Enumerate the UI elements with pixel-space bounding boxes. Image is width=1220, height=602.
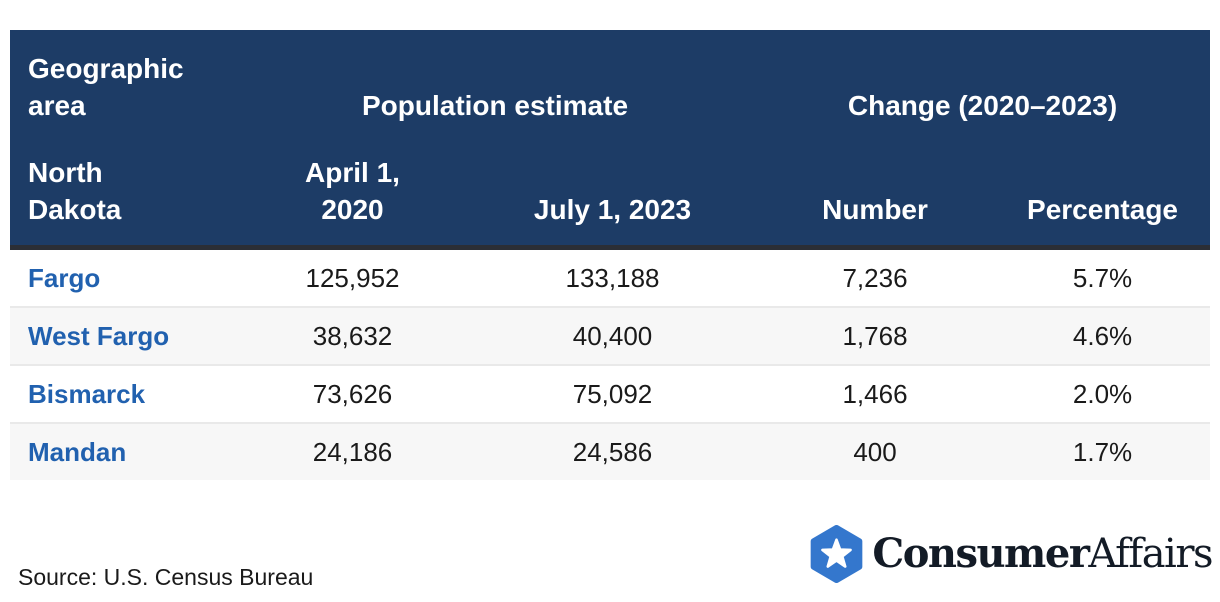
cell-number: 1,466 [755,364,996,423]
cell-number: 1,768 [755,306,996,365]
cell-april-2020: 125,952 [305,262,400,293]
header-population-estimate: Population estimate [235,30,756,127]
city-link-west-fargo[interactable]: West Fargo [10,306,235,365]
cell-percentage: 4.6% [995,306,1211,365]
header-july-2023: July 1, 2023 [470,127,756,250]
city-link-fargo[interactable]: Fargo [28,262,101,293]
population-table: Geographic area Population estimate Chan… [10,30,1211,480]
brand-wordmark-affairs: Affairs [1088,531,1213,577]
header-number: Number [755,127,996,250]
cell-april-2020: 24,186 [235,422,470,480]
cell-july-2023: 24,586 [470,422,756,480]
cell-percentage: 1.7% [995,422,1211,480]
table-row: Bismarck 73,626 75,092 1,466 2.0% [10,364,1211,423]
cell-percentage: 2.0% [995,364,1211,423]
city-link-mandan[interactable]: Mandan [10,422,235,480]
consumeraffairs-logo: ConsumerAffairs [810,525,1213,583]
source-note: Source: U.S. Census Bureau [18,564,314,590]
city-link-bismarck[interactable]: Bismarck [10,364,235,423]
header-group-row: Geographic area Population estimate Chan… [10,30,1211,127]
header-region: North Dakota [10,127,235,250]
table-row: Fargo 125,952 133,188 7,236 5.7% [10,248,1210,308]
cell-april-2020: 38,632 [235,306,470,365]
star-hexagon-icon [811,525,863,583]
cell-july-2023: 40,400 [470,306,756,365]
cell-july-2023: 133,188 [565,262,660,293]
header-april-2020: April 1, 2020 [235,127,470,250]
table-header: Geographic area Population estimate Chan… [10,30,1211,250]
header-change: Change (2020–2023) [755,30,1211,127]
cell-number: 400 [755,422,996,480]
header-geographic-area: Geographic area [10,30,235,127]
brand-wordmark-consumer: Consumer [872,530,1090,577]
table-body: Fargo 125,952 133,188 7,236 5.7% West Fa… [10,248,1211,480]
table-row: West Fargo 38,632 40,400 1,768 4.6% [10,306,1211,365]
cell-april-2020: 73,626 [235,364,470,423]
table-row: Mandan 24,186 24,586 400 1.7% [10,422,1211,480]
brand-wordmark: ConsumerAffairs [872,531,1213,577]
cell-percentage: 5.7% [1072,262,1133,293]
cell-july-2023: 75,092 [470,364,756,423]
header-percentage: Percentage [995,127,1211,250]
cell-number: 7,236 [842,262,908,293]
header-sub-row: North Dakota April 1, 2020 July 1, 2023 … [10,127,1211,250]
